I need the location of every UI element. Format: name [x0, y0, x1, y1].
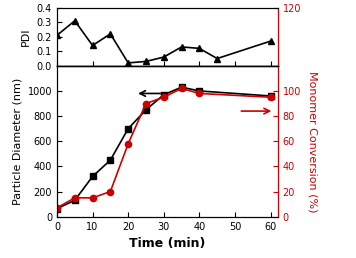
Y-axis label: Monomer Conversion (%): Monomer Conversion (%) — [308, 70, 318, 212]
Y-axis label: Particle Diameter (nm): Particle Diameter (nm) — [12, 78, 22, 205]
X-axis label: Time (min): Time (min) — [129, 237, 205, 250]
Y-axis label: PDI: PDI — [21, 28, 31, 46]
